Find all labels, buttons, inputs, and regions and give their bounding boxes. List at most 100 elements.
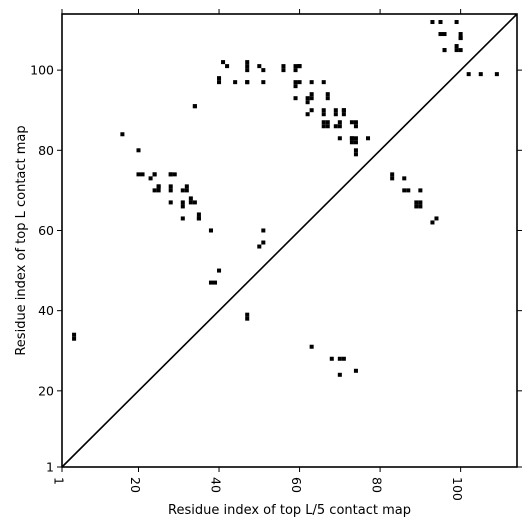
contact-point-upper [309, 108, 314, 113]
x-tick-label: 60 [289, 477, 304, 493]
contact-point-upper [325, 120, 330, 125]
contact-point-lower [245, 316, 250, 321]
contact-point-upper [293, 64, 298, 69]
contact-point-upper [245, 80, 250, 85]
contact-point-upper [333, 112, 338, 117]
contact-point-upper [293, 80, 298, 85]
contact-point-upper [245, 68, 250, 73]
contact-point-upper [442, 48, 447, 53]
contact-point-upper [136, 172, 141, 177]
contact-point-upper [353, 124, 358, 129]
contact-point-upper [418, 188, 423, 193]
contact-point-upper [261, 240, 266, 245]
contact-point-upper [414, 200, 419, 205]
contact-point-upper [402, 176, 407, 181]
contact-point-upper [353, 140, 358, 145]
contact-point-upper [188, 200, 193, 205]
contact-point-upper [257, 64, 262, 69]
contact-point-upper [72, 336, 77, 341]
contact-point-upper [341, 112, 346, 117]
contact-point-upper [321, 120, 326, 125]
contact-point-upper [196, 216, 201, 221]
contact-point-upper [458, 36, 463, 41]
contact-point-upper [349, 136, 354, 141]
contact-point-upper [321, 124, 326, 129]
contact-point-upper [172, 172, 177, 177]
x-tick-label: 1 [52, 477, 67, 485]
contact-point-upper [261, 228, 266, 233]
contact-points-layer [72, 20, 499, 377]
contact-point-upper [321, 80, 326, 85]
contact-point-upper [168, 172, 173, 177]
contact-point-upper [305, 100, 310, 105]
contact-point-lower [245, 312, 250, 317]
contact-point-upper [217, 268, 222, 273]
contact-point-upper [321, 108, 326, 113]
contact-point-upper [221, 60, 226, 65]
contact-point-upper [353, 136, 358, 141]
contact-point-upper [414, 204, 419, 209]
contact-point-upper [72, 332, 77, 337]
x-tick-label: 100 [450, 477, 465, 501]
contact-point-upper [148, 176, 153, 181]
x-tick-label: 20 [128, 477, 143, 493]
contact-point-upper [305, 96, 310, 101]
contact-point-upper [196, 212, 201, 217]
contact-point-upper [297, 80, 302, 85]
contact-point-upper [180, 200, 185, 205]
contact-point-upper [140, 172, 145, 177]
contact-point-upper [337, 124, 342, 129]
contact-point-upper [390, 172, 395, 177]
contact-point-upper [293, 96, 298, 101]
contact-point-upper [168, 188, 173, 193]
contact-point-upper [341, 108, 346, 113]
contact-point-upper [217, 76, 222, 81]
contact-point-upper [366, 136, 371, 141]
contact-point-lower [353, 368, 358, 373]
contact-point-upper [353, 148, 358, 153]
y-tick-label: 1 [46, 460, 54, 475]
contact-point-upper [297, 64, 302, 69]
contact-point-upper [337, 120, 342, 125]
contact-point-upper [281, 68, 286, 73]
contact-point-upper [261, 80, 266, 85]
x-tick-label: 40 [209, 477, 224, 493]
contact-point-upper [225, 64, 230, 69]
contact-point-upper [281, 64, 286, 69]
contact-point-upper [208, 228, 213, 233]
y-tick-label: 60 [38, 223, 54, 238]
contact-point-upper [325, 124, 330, 129]
contact-point-upper [120, 132, 125, 137]
y-axis-ticks: 1 20 40 60 80 100 [30, 63, 522, 475]
contact-point-upper [321, 112, 326, 117]
y-axis-label: Residue index of top L contact map [14, 125, 29, 355]
contact-point-upper [458, 32, 463, 37]
contact-point-upper [180, 216, 185, 221]
plot-frame [61, 13, 518, 468]
contact-point-upper [305, 112, 310, 117]
contact-point-upper [184, 184, 189, 189]
contact-point-upper [349, 120, 354, 125]
contact-point-upper [192, 200, 197, 205]
contact-point-upper [188, 196, 193, 201]
contact-point-upper [325, 96, 330, 101]
contact-point-upper [261, 68, 266, 73]
contact-point-upper [458, 48, 463, 53]
contact-point-upper [438, 32, 443, 37]
contact-point-lower [329, 356, 334, 361]
contact-point-upper [309, 96, 314, 101]
contact-point-upper [233, 80, 238, 85]
y-tick-label: 20 [38, 383, 54, 398]
contact-point-upper [442, 32, 447, 37]
contact-point-upper [430, 220, 435, 225]
y-tick-label: 80 [38, 143, 54, 158]
contact-point-upper [333, 108, 338, 113]
x-axis-label: Residue index of top L/5 contact map [168, 503, 411, 518]
x-axis-ticks: 1 20 40 60 80 100 [52, 9, 465, 501]
contact-point-upper [438, 20, 443, 25]
contact-point-upper [184, 188, 189, 193]
contact-point-upper [418, 204, 423, 209]
contact-point-upper [333, 124, 338, 129]
contact-point-upper [337, 136, 342, 141]
